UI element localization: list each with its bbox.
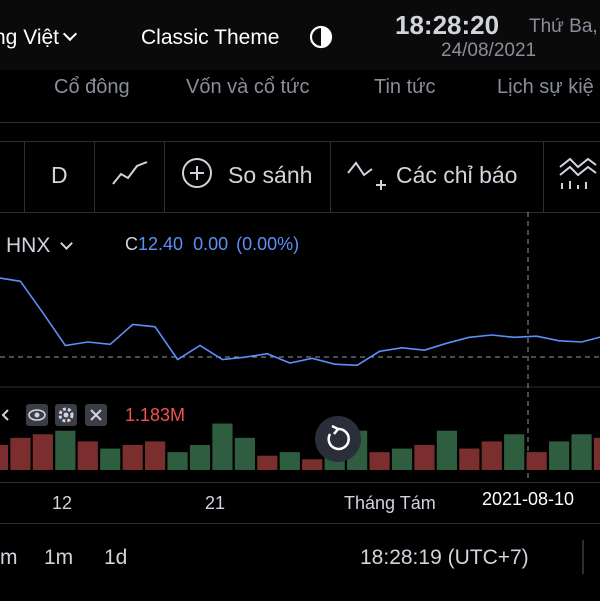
toolbar-divider (24, 142, 25, 212)
time-axis (0, 482, 600, 523)
volume-bar (234, 437, 255, 470)
theme-label: Classic Theme (141, 26, 280, 49)
volume-bar (167, 452, 188, 470)
section-tabs: Cổ đông Vốn và cổ tức Tin tức Lịch sự ki… (0, 70, 600, 123)
volume-bar (279, 452, 300, 470)
eye-icon[interactable] (26, 404, 48, 426)
volume-bar (257, 455, 278, 470)
ohlc-legend: C12.40 0.00 (0.00%) (125, 234, 299, 255)
volume-bar (212, 423, 233, 470)
interval-button[interactable]: D (51, 162, 68, 188)
range-button-1d[interactable]: 1d (104, 546, 128, 569)
symbol-label: HNX (6, 234, 51, 257)
volume-bar (10, 437, 31, 470)
top-header (0, 0, 600, 70)
current-time: 18:28:19 (UTC+7) (360, 546, 529, 569)
close-label: C (125, 234, 138, 254)
change-value: 0.00 (193, 234, 229, 254)
volume-value: 1.183M (125, 405, 186, 425)
rotate-icon (327, 424, 350, 451)
volume-bar (77, 441, 98, 470)
range-button-1m[interactable]: 1m (44, 546, 74, 569)
range-button[interactable]: m (0, 546, 18, 569)
toolbar-divider (543, 142, 544, 212)
toolbar-divider (94, 142, 95, 212)
volume-bar (189, 445, 211, 470)
chart-toolbar (0, 141, 600, 213)
volume-bar (32, 434, 53, 470)
clock-date: 24/08/2021 (441, 40, 537, 61)
reset-chart-button[interactable] (315, 416, 361, 462)
clock-weekday: Thứ Ba, (529, 16, 598, 37)
volume-bar (145, 441, 166, 470)
volume-bar (571, 434, 592, 470)
toolbar-divider (582, 540, 584, 574)
chevron-down-icon (60, 237, 74, 250)
tab-capital-dividends[interactable]: Vốn và cổ tức (186, 76, 310, 98)
tab-news[interactable]: Tin tức (374, 76, 436, 98)
change-percent: (0.00%) (236, 234, 300, 254)
close-icon[interactable] (85, 404, 107, 426)
volume-bar (302, 459, 323, 470)
volume-bar (481, 441, 502, 470)
indicators-icon[interactable] (346, 159, 388, 195)
compare-button[interactable]: So sánh (228, 162, 313, 188)
toolbar-divider (164, 142, 165, 212)
volume-bar (593, 437, 600, 470)
x-tick-label: 21 (205, 493, 226, 513)
volume-bar (369, 452, 390, 470)
symbol-selector[interactable]: HNX (6, 234, 74, 258)
tab-events[interactable]: Lịch sự kiệ (497, 76, 594, 98)
volume-bar (0, 445, 9, 470)
volume-bar (391, 448, 413, 470)
x-tick-label: 12 (52, 493, 73, 513)
gear-icon[interactable] (55, 404, 77, 426)
volume-bar (459, 448, 480, 470)
chevron-left-icon[interactable] (0, 408, 10, 422)
divider-band (0, 123, 600, 141)
language-selector[interactable]: ng Việt (0, 26, 78, 50)
volume-bar (436, 430, 457, 470)
indicators-button[interactable]: Các chỉ báo (396, 162, 518, 188)
theme-toggle-icon[interactable] (309, 25, 333, 49)
volume-bar (526, 452, 547, 470)
tab-shareholders[interactable]: Cổ đông (54, 76, 130, 98)
chart-type-line-icon[interactable] (111, 160, 149, 188)
volume-bar (122, 445, 143, 470)
toolbar-divider (330, 142, 331, 212)
volume-bar (504, 434, 525, 470)
add-circle-icon[interactable] (182, 158, 212, 188)
volume-bar (55, 430, 76, 470)
chevron-down-icon (62, 26, 78, 42)
price-line (0, 277, 600, 367)
language-label: ng Việt (0, 26, 59, 49)
volume-bar (100, 448, 121, 470)
templates-icon[interactable] (558, 155, 598, 195)
clock-time: 18:28:20 (395, 10, 500, 40)
close-value: 12.40 (138, 234, 184, 254)
x-tick-label: Tháng Tám (344, 493, 436, 513)
price-chart[interactable] (0, 212, 600, 480)
volume-bar (414, 445, 435, 470)
bottom-bar (0, 523, 600, 601)
crosshair-date-label: 2021-08-10 (473, 485, 583, 513)
volume-bar (549, 441, 570, 470)
